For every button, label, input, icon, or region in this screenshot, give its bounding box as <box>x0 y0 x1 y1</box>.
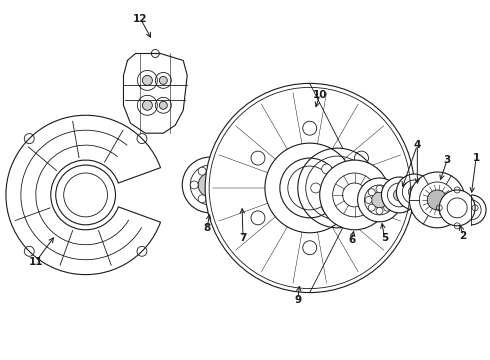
Circle shape <box>182 157 238 213</box>
Circle shape <box>396 174 432 210</box>
Circle shape <box>319 160 390 230</box>
Circle shape <box>382 177 417 213</box>
Circle shape <box>288 166 332 210</box>
Circle shape <box>355 211 368 225</box>
Circle shape <box>251 151 265 165</box>
Text: 9: 9 <box>294 294 301 305</box>
Circle shape <box>143 100 152 110</box>
Circle shape <box>439 190 475 226</box>
Circle shape <box>56 165 116 225</box>
Circle shape <box>355 183 365 193</box>
Circle shape <box>384 189 391 196</box>
Circle shape <box>402 180 426 204</box>
Text: 2: 2 <box>460 231 467 241</box>
Circle shape <box>343 164 354 174</box>
Circle shape <box>387 197 394 203</box>
Circle shape <box>214 195 222 203</box>
Circle shape <box>365 185 394 215</box>
Circle shape <box>198 173 222 197</box>
Text: 6: 6 <box>348 235 355 245</box>
Circle shape <box>232 177 248 193</box>
Circle shape <box>409 172 465 228</box>
Circle shape <box>419 182 455 218</box>
Circle shape <box>280 158 340 218</box>
Circle shape <box>311 183 321 193</box>
Text: 4: 4 <box>414 140 421 150</box>
Circle shape <box>343 202 354 212</box>
Circle shape <box>368 189 375 196</box>
Text: 12: 12 <box>133 14 147 24</box>
Circle shape <box>365 197 372 203</box>
Text: 7: 7 <box>239 233 246 243</box>
Circle shape <box>205 84 415 293</box>
Circle shape <box>214 167 222 175</box>
Text: 8: 8 <box>203 223 211 233</box>
Circle shape <box>303 241 317 255</box>
Circle shape <box>251 211 265 225</box>
Circle shape <box>447 198 467 218</box>
Circle shape <box>143 75 152 85</box>
Text: 3: 3 <box>443 155 451 165</box>
Text: 1: 1 <box>472 153 480 163</box>
Circle shape <box>376 185 383 193</box>
Circle shape <box>159 101 167 109</box>
Circle shape <box>393 189 405 201</box>
Text: 10: 10 <box>313 90 327 100</box>
Circle shape <box>226 171 254 199</box>
Text: 11: 11 <box>28 257 43 267</box>
Circle shape <box>159 76 167 84</box>
Circle shape <box>427 190 447 210</box>
Circle shape <box>198 195 206 203</box>
Circle shape <box>322 164 332 174</box>
Circle shape <box>303 121 317 135</box>
Text: 5: 5 <box>381 233 388 243</box>
Circle shape <box>218 163 262 207</box>
Circle shape <box>371 192 388 208</box>
Circle shape <box>322 202 332 212</box>
Circle shape <box>376 207 383 214</box>
Circle shape <box>388 183 412 207</box>
Circle shape <box>343 183 367 207</box>
Circle shape <box>198 167 206 175</box>
Circle shape <box>355 151 368 165</box>
Circle shape <box>190 165 230 205</box>
Circle shape <box>384 204 391 211</box>
Circle shape <box>408 186 420 198</box>
Circle shape <box>265 143 355 233</box>
Circle shape <box>64 173 107 217</box>
Circle shape <box>190 181 198 189</box>
Circle shape <box>358 178 401 222</box>
Circle shape <box>222 181 230 189</box>
Circle shape <box>368 204 375 211</box>
Circle shape <box>333 173 376 217</box>
